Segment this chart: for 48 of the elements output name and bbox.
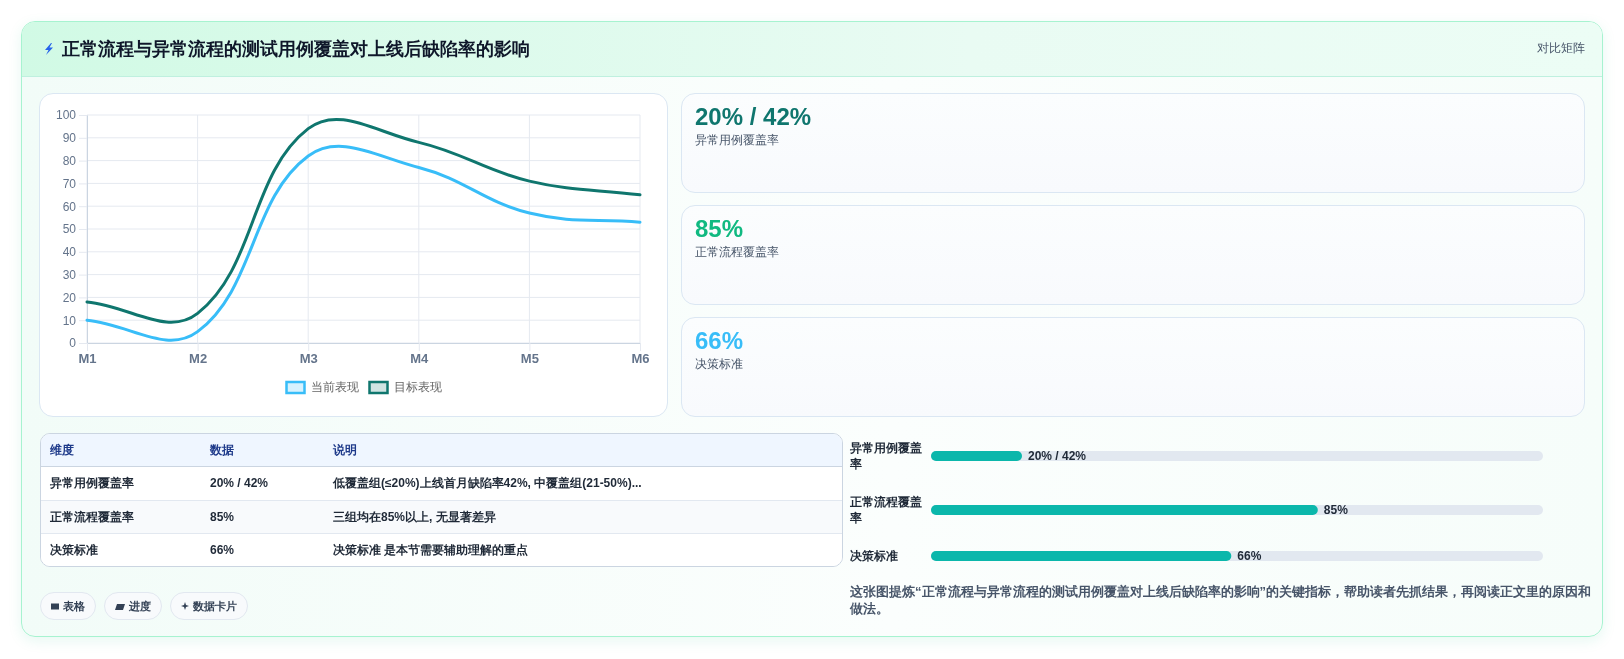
text: 这张图提炼“正常流程与异常流程的测试用例覆盖对上线后缺陷率的影响”的关键指标，帮助读者先抓结果，再阅读正文里的原因和做法。 [850, 583, 1592, 617]
y-tick-label: 60 [62, 199, 77, 214]
y-tick-label: 0 [69, 336, 77, 351]
x-tick-label: M6 [631, 351, 650, 367]
y-tick-label: 30 [62, 267, 77, 282]
y-tick-label: 80 [62, 153, 77, 168]
y-tick-label: 70 [62, 176, 77, 191]
data-label: 66% [1237, 548, 1262, 564]
y-tick-label: 10 [62, 313, 77, 328]
y-tick-label: 20 [62, 290, 77, 305]
y-tick-label: 异常用例覆盖率 [850, 440, 923, 472]
text: 数据卡片 [193, 598, 237, 614]
x-tick-label: M3 [299, 351, 318, 367]
category-label: 异常用例覆盖率 [50, 476, 134, 490]
y-tick-label: 决策标准 [850, 548, 899, 564]
category-label: 说明 [333, 442, 357, 459]
text: 66% [210, 543, 235, 557]
y-tick-label: 90 [62, 131, 77, 146]
y-tick-label: 正常流程覆盖率 [850, 494, 923, 526]
category-label: 正常流程覆盖率 [695, 244, 779, 260]
text: 20% / 42% [210, 476, 269, 490]
category-label: 决策标准 [695, 356, 743, 372]
x-tick-label: M4 [410, 351, 430, 367]
x-tick-label: M5 [520, 351, 539, 367]
text: 66% [695, 327, 744, 354]
y-tick-label: 50 [62, 222, 77, 237]
text: 决策标准 是本节需要辅助理解的重点 [333, 543, 529, 557]
text: 20% / 42% [695, 103, 812, 130]
text: 85% [695, 215, 744, 242]
legend-label: 当前表现 [310, 380, 359, 395]
text: 对比矩阵 [1537, 40, 1585, 56]
data-label: 20% / 42% [1028, 448, 1087, 464]
text: 三组均在85%以上, 无显著差异 [333, 510, 496, 524]
x-tick-label: M1 [78, 351, 97, 367]
text: 进度 [129, 598, 151, 614]
legend-label: 目标表现 [393, 380, 442, 395]
text: 正常流程与异常流程的测试用例覆盖对上线后缺陷率的影响 [62, 38, 530, 60]
category-label: 异常用例覆盖率 [695, 132, 779, 148]
y-tick-label: 40 [62, 245, 77, 260]
text: 85% [210, 510, 235, 524]
data-label: 85% [1323, 502, 1348, 518]
category-label: 数据 [210, 442, 234, 459]
text: 低覆盖组(≤20%)上线首月缺陷率42%, 中覆盖组(21-50%)... [333, 476, 642, 490]
category-label: 正常流程覆盖率 [50, 510, 134, 524]
x-tick-label: M2 [189, 351, 208, 367]
text: 表格 [63, 598, 85, 614]
text: 维度 [50, 442, 74, 459]
y-tick-label: 100 [55, 108, 77, 123]
